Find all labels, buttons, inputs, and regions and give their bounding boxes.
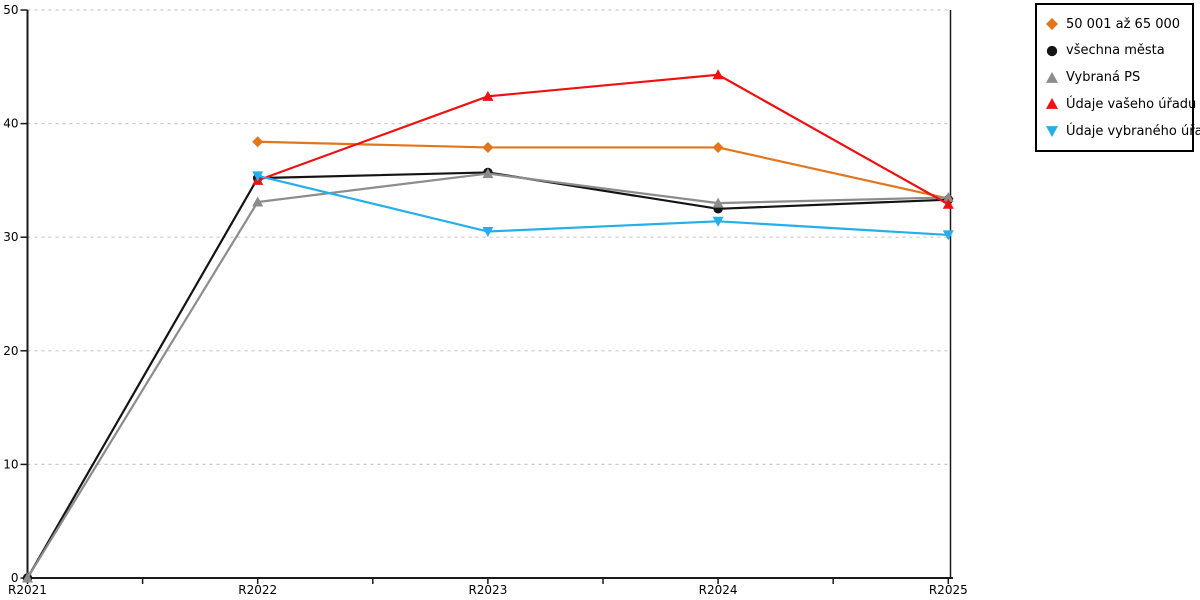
series-point-band-50001-65000	[252, 136, 264, 148]
legend-label: Údaje vašeho úřadu	[1066, 96, 1197, 112]
legend-label: 50 001 až 65 000	[1066, 16, 1181, 32]
series-line-your-office	[257, 73, 949, 206]
series-point-band-50001-65000	[712, 141, 724, 153]
series-point-selected-ps	[22, 572, 33, 583]
triangle-up-icon	[1046, 71, 1058, 83]
diamond-marker-icon	[1046, 18, 1058, 30]
legend-item-all-cities: všechna města	[1045, 38, 1184, 64]
legend-label: všechna města	[1066, 43, 1165, 59]
y-tick-label: 20	[3, 344, 18, 358]
legend-item-your-office: Údaje vašeho úřadu	[1045, 91, 1196, 117]
x-tick-label: R2022	[238, 583, 277, 597]
legend-item-band-50001-65000: 50 001 až 65 000	[1045, 11, 1184, 37]
x-tick-label: R2021	[8, 583, 47, 597]
series-point-your-office	[942, 198, 954, 209]
triangle-up-marker-icon	[1046, 98, 1058, 110]
x-tick-label: R2025	[929, 583, 968, 597]
series-point-selected-ps	[942, 191, 954, 202]
triangle-up-icon	[1046, 98, 1058, 110]
series-point-selected-office	[482, 227, 494, 238]
series-line-band-50001-65000	[257, 140, 949, 200]
legend-label: Vybraná PS	[1066, 70, 1141, 85]
series-point-band-50001-65000	[482, 141, 494, 153]
legend-label: Údaje vybraného úřadu	[1066, 123, 1200, 139]
circle-icon	[1046, 45, 1058, 56]
y-tick-label: 10	[3, 457, 18, 471]
chart-legend: 50 001 až 65 000 všechna města Vybraná P…	[1035, 3, 1200, 152]
legend-item-selected-ps: Vybraná PS	[1045, 65, 1184, 91]
y-tick-label: 30	[3, 230, 18, 244]
series-point-your-office	[712, 69, 724, 80]
diamond-icon	[1046, 18, 1058, 30]
y-tick-label: 40	[3, 117, 18, 131]
series-point-your-office	[482, 90, 494, 101]
y-tick-label: 50	[3, 3, 18, 17]
series-point-selected-office	[712, 216, 724, 227]
triangle-down-marker-icon	[1046, 126, 1058, 137]
series-point-selected-office	[252, 171, 264, 182]
triangle-down-icon	[1046, 126, 1058, 137]
triangle-up-marker-icon	[1046, 71, 1058, 83]
x-tick-label: R2023	[468, 583, 507, 597]
circle-marker-icon	[1046, 45, 1058, 56]
series-point-selected-office	[942, 230, 954, 241]
series-point-selected-ps	[482, 168, 494, 179]
series-point-selected-ps	[712, 197, 724, 208]
series-line-selected-office	[257, 174, 949, 237]
x-tick-label: R2024	[699, 583, 738, 597]
legend-item-selected-office: Údaje vybraného úřadu	[1045, 118, 1200, 144]
y-tick-label: 0	[11, 571, 19, 585]
series-point-selected-ps	[252, 196, 264, 207]
